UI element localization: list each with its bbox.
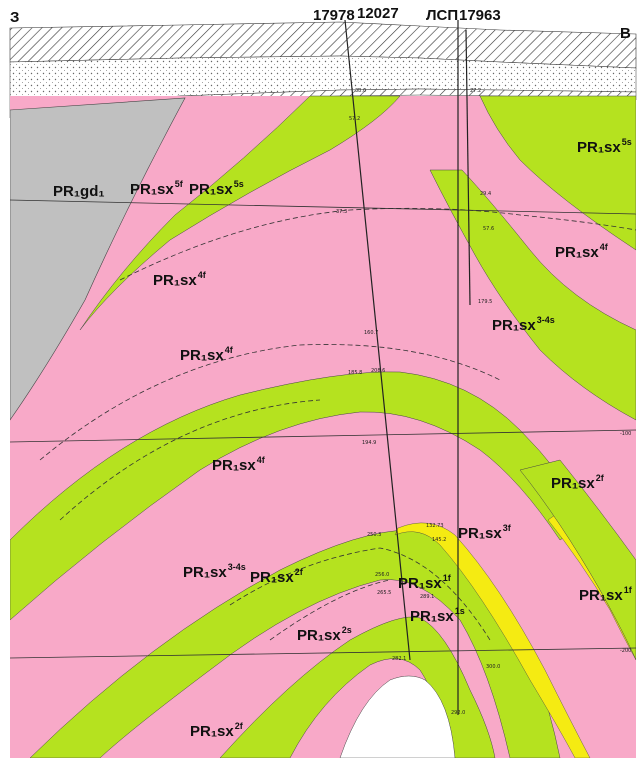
depth-mark: 208.6 xyxy=(371,368,385,374)
depth-mark: 27.2 xyxy=(470,88,481,94)
unit-label-superscript: 2s xyxy=(342,625,352,635)
unit-label-superscript: 4f xyxy=(600,242,609,252)
east-label: В xyxy=(620,25,631,42)
unit-label: PR₁sx xyxy=(551,475,595,492)
unit-label-superscript: 4f xyxy=(257,455,266,465)
depth-mark: 282.1 xyxy=(392,656,406,662)
depth-mark: 160.7 xyxy=(364,330,378,336)
elevation-tick-200: -200 xyxy=(620,648,631,654)
depth-mark: 256.0 xyxy=(375,572,389,578)
unit-label-superscript: 3-4s xyxy=(228,562,246,572)
depth-mark: 300.0 xyxy=(486,664,500,670)
depth-mark: 145.2 xyxy=(432,537,446,543)
unit-label: PR₁sx xyxy=(189,181,233,198)
unit-label-superscript: 1f xyxy=(624,585,633,595)
unit-label-superscript: 3-4s xyxy=(537,315,555,325)
unit-label: PR₁sx xyxy=(297,627,341,644)
depth-mark: 289.1 xyxy=(420,594,434,600)
unit-label-superscript: 4f xyxy=(198,270,207,280)
unit-label: PR₁sx xyxy=(579,587,623,604)
unit-label: PR₁sx xyxy=(410,608,454,625)
depth-mark: 57.6 xyxy=(483,226,494,232)
well-label-12027: 12027 xyxy=(357,5,399,22)
depth-mark: 194.9 xyxy=(362,440,376,446)
unit-label-superscript: 2f xyxy=(235,721,244,731)
depth-mark: 292.0 xyxy=(451,710,465,716)
unit-label: PR₁sx xyxy=(190,723,234,740)
unit-label-superscript: 1s xyxy=(455,606,465,616)
unit-label: PR₁sx xyxy=(492,317,536,334)
depth-mark: 29.4 xyxy=(480,191,491,197)
unit-label-superscript: 4f xyxy=(225,345,234,355)
unit-label: PR₁sx xyxy=(153,272,197,289)
unit-label: PR₁sx xyxy=(180,347,224,364)
unit-label-superscript: 1f xyxy=(443,573,452,583)
unit-label: PR₁sx xyxy=(130,181,174,198)
elevation-tick-100: -100 xyxy=(620,431,631,437)
depth-mark: 38.0 xyxy=(355,88,366,94)
unit-label-superscript: 5s xyxy=(622,137,632,147)
depth-mark: 132.73 xyxy=(426,523,444,529)
depth-mark: 37.3 xyxy=(336,209,347,215)
unit-label: PR₁sx xyxy=(577,139,621,156)
well-label-lsp: ЛСП xyxy=(426,7,458,24)
unit-label: PR₁sx xyxy=(212,457,256,474)
unit-label: PR₁sx xyxy=(250,569,294,586)
well-label-17978: 17978 xyxy=(313,7,355,24)
unit-label: PR₁sx xyxy=(555,244,599,261)
depth-mark: 250.3 xyxy=(367,532,381,538)
unit-label: PR₁sx xyxy=(458,525,502,542)
unit-label-superscript: 3f xyxy=(503,523,512,533)
depth-mark: 57.2 xyxy=(349,116,360,122)
well-label-17963: 17963 xyxy=(459,7,501,24)
depth-mark: 185.8 xyxy=(348,370,362,376)
unit-label: PR₁sx xyxy=(183,564,227,581)
unit-label: PR₁gd₁ xyxy=(53,183,105,200)
depth-mark: 179.5 xyxy=(478,299,492,305)
west-label: З xyxy=(10,9,19,26)
unit-label-superscript: 2f xyxy=(596,473,605,483)
unit-label-superscript: 2f xyxy=(295,567,304,577)
unit-label-superscript: 5f xyxy=(175,179,184,189)
unit-label: PR₁sx xyxy=(398,575,442,592)
depth-mark: 265.5 xyxy=(377,590,391,596)
unit-label-superscript: 5s xyxy=(234,179,244,189)
